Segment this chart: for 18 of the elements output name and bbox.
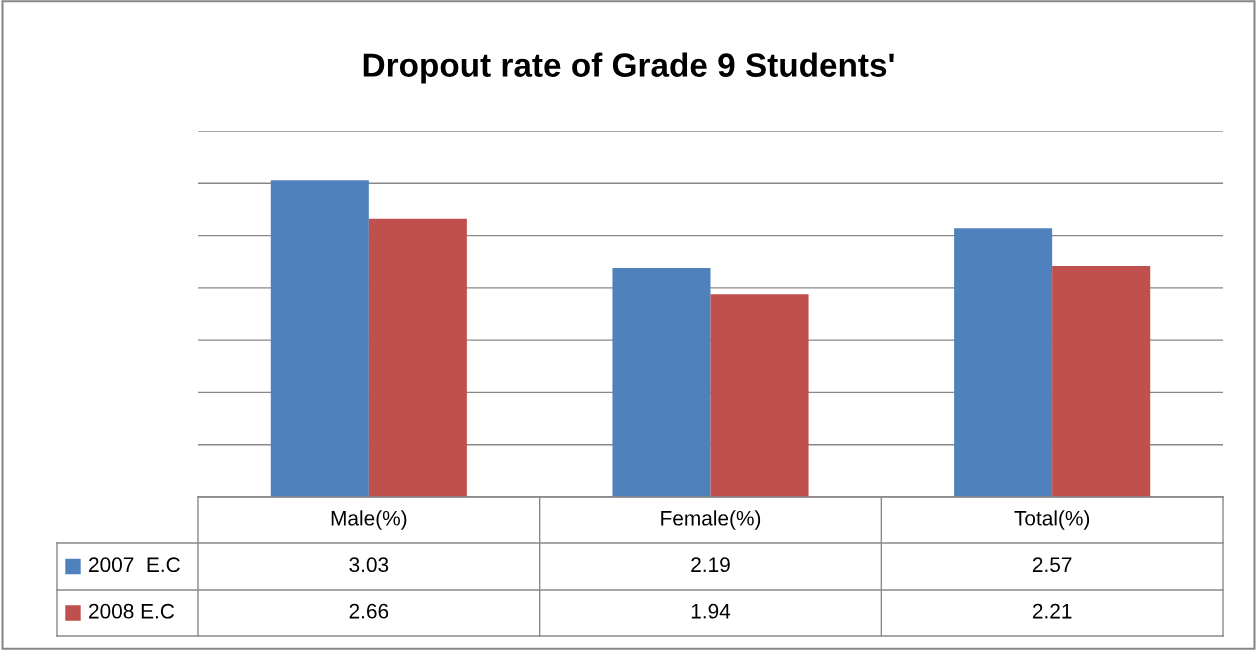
- bar: [270, 180, 369, 497]
- bar: [612, 267, 711, 497]
- data-label: 2.21: [1032, 603, 1072, 619]
- data-label: 2.66: [349, 603, 389, 619]
- legend-label: 2008 E.C: [89, 603, 175, 619]
- data-label: 2.19: [691, 557, 730, 573]
- data-label: 3.03: [349, 557, 389, 573]
- chart-title: Dropout rate of Grade 9 Students': [363, 52, 894, 84]
- x-tick-label: Total(%): [1014, 510, 1090, 530]
- x-tick-label: Female(%): [661, 510, 761, 530]
- bar: [710, 294, 809, 497]
- bar: [368, 218, 467, 497]
- bar: [1052, 265, 1151, 497]
- data-label: 1.94: [691, 603, 731, 619]
- data-label: 2.57: [1032, 557, 1072, 573]
- legend-label: 2007 E.C: [89, 557, 180, 573]
- bar: [954, 228, 1053, 497]
- x-tick-label: Male(%): [331, 510, 407, 530]
